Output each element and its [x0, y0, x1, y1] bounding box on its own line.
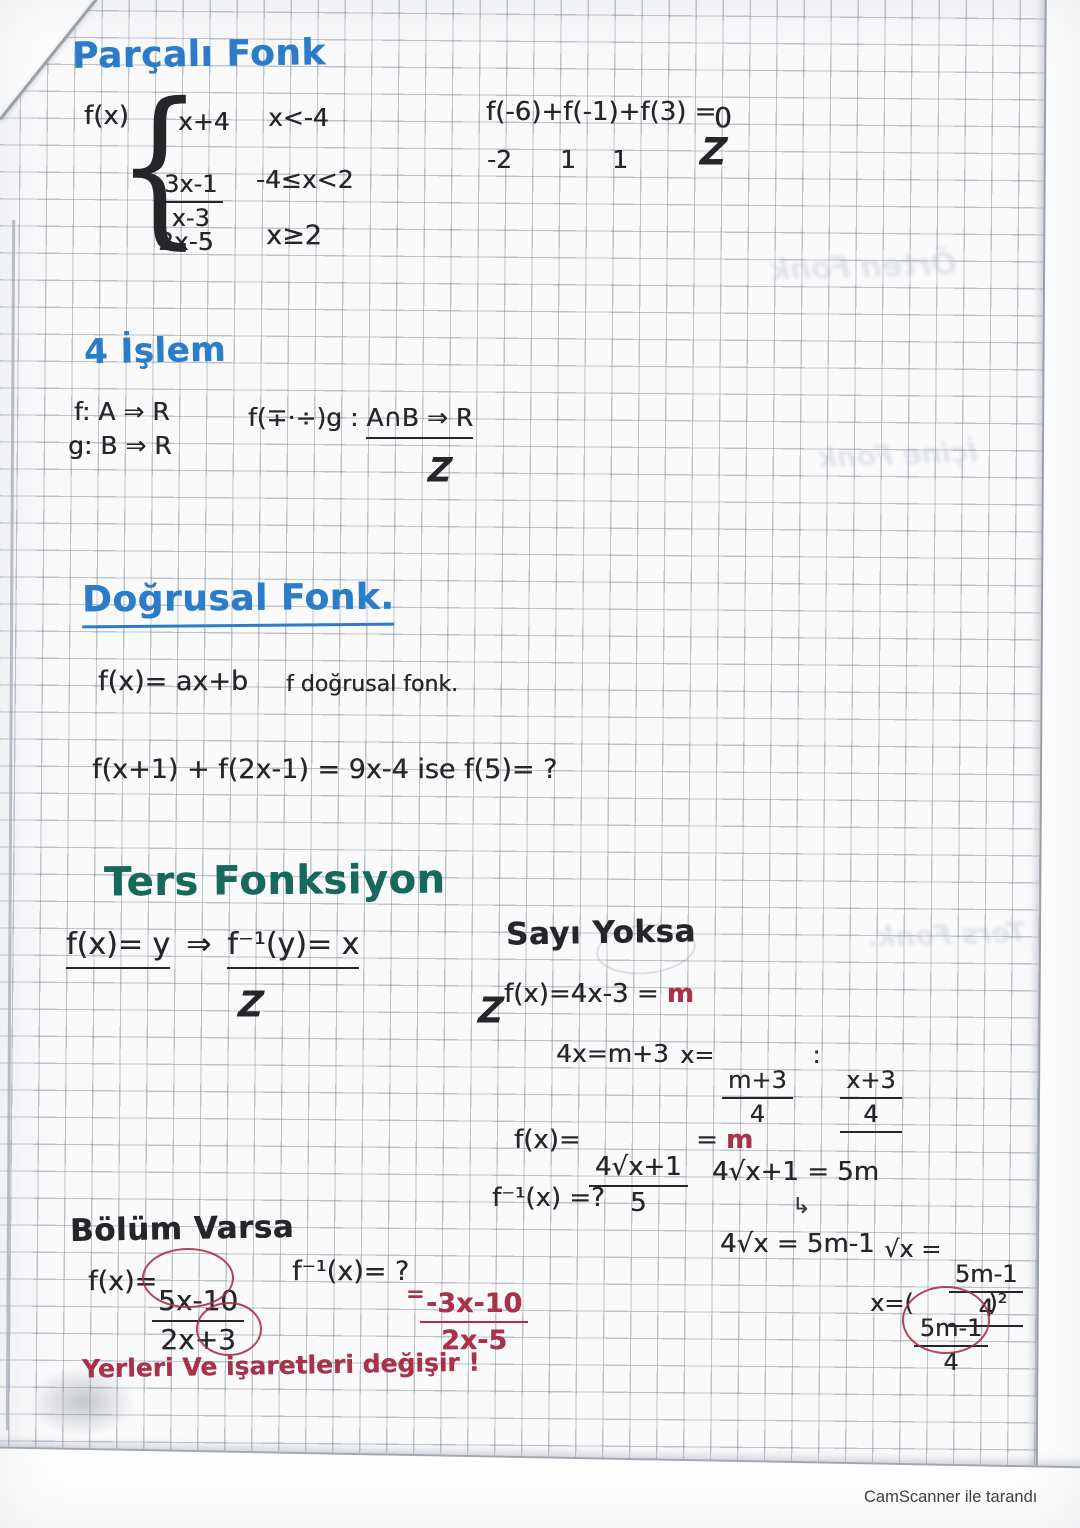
close-paren-squared: )² — [988, 1289, 1008, 1317]
operations-rule: f(∓·÷)g : A∩B ⇒ R — [248, 403, 474, 439]
sayi-step2: 4√x+1 = 5m — [712, 1157, 880, 1187]
sayi-line1-expr: f(x)=4x-3 = — [504, 979, 659, 1009]
fraction-denominator: 4 — [749, 1099, 765, 1128]
bolum-inverse-question: f⁻¹(x)= ? — [292, 1256, 410, 1287]
equals-sign: = — [695, 1125, 718, 1155]
bleedthrough-text: Örten Fonk — [769, 246, 958, 289]
section-title-4-islem: 4 İşlem — [83, 329, 227, 373]
fraction-denominator: 4 — [943, 1347, 959, 1376]
m-variable-red: m — [726, 1125, 754, 1155]
piecewise-expr-2: 3x-1 x-3 — [158, 146, 224, 232]
fx-label: f(x)= — [514, 1125, 581, 1155]
inverse-rule-lhs: f(x)= y — [66, 927, 171, 969]
section-title-ters-fonksiyon: Ters Fonksiyon — [103, 856, 446, 906]
red-circle-annotation — [142, 1248, 234, 1308]
subsection-title-bolum-varsa: Bölüm Varsa — [69, 1209, 295, 1249]
piecewise-expr-1: x+4 — [178, 107, 230, 136]
piecewise-example-result: 0 — [714, 101, 732, 134]
sqrt-x-equals: √x = — [884, 1235, 942, 1263]
example-value-1: -2 — [487, 145, 512, 174]
inverse-rule: f(x)= y ⇒ f⁻¹(y)= x — [66, 927, 360, 969]
fraction-numerator: 4√x+1 — [588, 1152, 688, 1188]
inverse-question: f⁻¹(x) =? — [492, 1183, 605, 1213]
bleedthrough-text: Ters Fonk. — [865, 915, 1027, 954]
bolum-inverse-result: -3x-10 2x-5 — [420, 1260, 529, 1357]
inverse-rule-rhs: f⁻¹(y)= x — [227, 927, 360, 969]
subsection-title-sayi-yoksa: Sayı Yoksa — [505, 913, 697, 953]
operations-rule-domain: A∩B ⇒ R — [366, 403, 474, 439]
camscanner-watermark: CamScanner ile tarandı — [864, 1488, 1038, 1506]
piecewise-fx-label: f(x) — [84, 101, 129, 131]
example-value-2: 1 — [560, 145, 576, 174]
fraction-numerator: 5m-1 — [948, 1261, 1024, 1293]
piecewise-example-expression: f(-6)+f(-1)+f(3) = — [486, 97, 717, 127]
equals-sign-red: = — [406, 1282, 425, 1307]
fraction-numerator: 3x-1 — [158, 171, 224, 203]
m-variable-red: m — [666, 979, 694, 1009]
linear-note: f doğrusal fonk. — [286, 672, 459, 697]
page-fold-shadow — [8, 1352, 158, 1452]
fraction-denominator: 4 — [863, 1099, 879, 1128]
piecewise-cond-1: x<-4 — [268, 103, 329, 132]
piecewise-cond-2: -4≤x<2 — [256, 165, 354, 194]
piecewise-cond-3: x≥2 — [266, 220, 322, 251]
piecewise-expr-3: 2x-5 — [158, 227, 214, 256]
piecewise-brace: { — [116, 67, 203, 265]
sayi-solve-x: x= m+3 4 : x+3 4 — [680, 1041, 902, 1134]
separator: : — [812, 1041, 821, 1069]
x-equals: x= — [680, 1041, 715, 1069]
sayi-line1: f(x)=4x-3 = m — [504, 979, 694, 1010]
red-circle-annotation — [902, 1286, 990, 1354]
fraction-numerator: x+3 — [840, 1067, 902, 1099]
red-circle-annotation — [196, 1302, 262, 1356]
small-arrow: ↳ — [792, 1194, 811, 1219]
linear-example: f(x+1) + f(2x-1) = 9x-4 ise f(5)= ? — [92, 754, 558, 785]
fraction-numerator: m+3 — [721, 1067, 793, 1099]
sayi-step3: 4√x = 5m-1 — [720, 1229, 875, 1259]
fraction-denominator: 2x-5 — [440, 1325, 508, 1357]
fraction-denominator: 5 — [630, 1188, 647, 1219]
sayi-sqrt-function: f(x)= 4√x+1 5 = m — [514, 1125, 754, 1219]
example-value-3: 1 — [612, 145, 628, 174]
sayi-step1: 4x=m+3 — [556, 1039, 669, 1068]
f-mapping: f: A ⇒ R — [74, 397, 170, 426]
fraction-denominator: x-3 — [171, 203, 210, 232]
bleedthrough-text: İçine Fonk — [817, 435, 979, 474]
section-title-dogrusal-fonk: Doğrusal Fonk. — [81, 576, 395, 629]
implies-arrow: ⇒ — [186, 927, 212, 962]
operations-rule-left: f(∓·÷)g : — [248, 403, 359, 432]
linear-definition: f(x)= ax+b — [98, 666, 249, 697]
fraction-numerator: -3x-10 — [420, 1288, 529, 1324]
g-mapping: g: B ⇒ R — [68, 431, 172, 460]
